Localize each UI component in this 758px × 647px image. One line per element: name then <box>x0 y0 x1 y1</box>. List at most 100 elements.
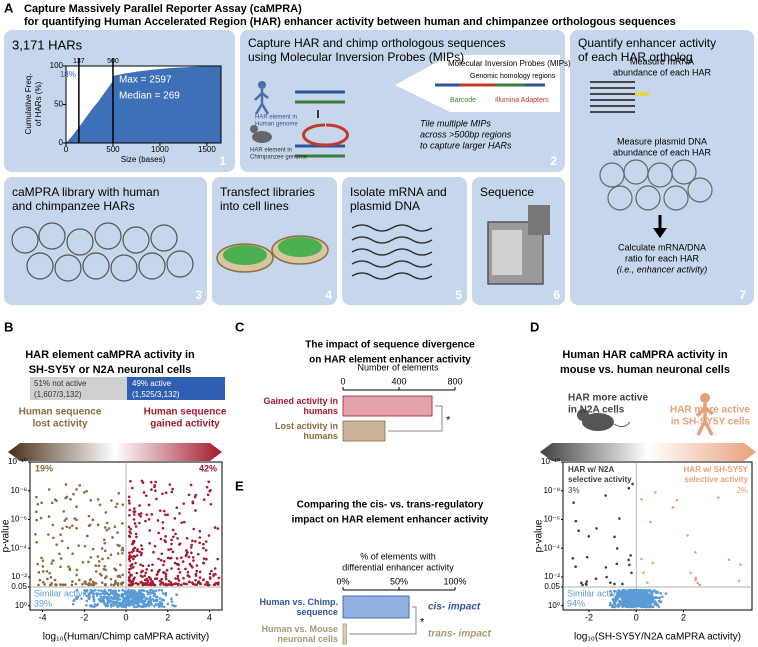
scatter-dot <box>737 579 741 583</box>
scatter-dot <box>635 597 639 601</box>
scatter-dot <box>594 577 598 581</box>
scatter-dot <box>170 542 173 546</box>
scatter-dot <box>630 602 634 606</box>
scatter-dot <box>109 553 113 557</box>
axis-title: % of elements with <box>360 551 436 561</box>
scatter-dot <box>131 542 134 546</box>
scatter-dot <box>142 601 146 604</box>
scatter-dot <box>612 589 616 593</box>
y-tick-label: 50 <box>54 100 63 109</box>
scatter-dot <box>63 519 67 522</box>
scatter-dot <box>103 576 107 580</box>
scatter-dot <box>152 594 156 597</box>
scatter-dot <box>194 540 197 543</box>
plasmids <box>599 159 713 211</box>
scatter-dot <box>129 591 132 595</box>
scatter-dot <box>627 597 631 600</box>
scatter-dot <box>182 502 186 505</box>
scatter-dot <box>635 602 638 606</box>
scatter-dot <box>181 560 185 563</box>
scatter-dot <box>172 535 175 539</box>
x-tick-label: 800 <box>447 376 462 386</box>
percent-label: 19% <box>35 463 53 473</box>
scatter-dot <box>615 562 619 566</box>
scatter-dot <box>121 503 125 506</box>
scatter-dot <box>198 570 202 574</box>
scatter-dot <box>651 561 654 565</box>
scatter-dot <box>40 501 43 505</box>
scatter-dot <box>186 574 190 577</box>
scatter-dot <box>87 514 91 518</box>
scatter-dot <box>623 594 627 597</box>
scatter-dot <box>140 589 143 592</box>
step-text: Calculate mRNA/DNA <box>618 242 706 252</box>
scatter-dot <box>177 567 180 571</box>
scatter-dot <box>572 501 575 504</box>
scatter-dot <box>88 596 91 599</box>
scatter-dot <box>189 546 193 549</box>
scatter-dot <box>141 583 144 587</box>
scatter-dot <box>132 554 136 558</box>
scatter-dot <box>133 598 136 601</box>
scatter-dot <box>97 589 100 592</box>
scatter-dot <box>140 596 144 600</box>
scatter-dot <box>191 582 195 585</box>
scatter-dot <box>162 563 165 567</box>
direction-label: lost activity <box>32 419 87 430</box>
scatter-dot <box>97 597 101 601</box>
step-number: 7 <box>739 288 746 302</box>
scatter-dot <box>124 602 128 606</box>
scatter-dot <box>613 535 616 539</box>
scatter-dot <box>115 601 118 605</box>
x-tick-label: -2 <box>585 612 593 622</box>
scatter-dot <box>97 560 101 563</box>
scatter-dot <box>86 534 89 538</box>
scatter-dot <box>47 515 51 518</box>
scatter-dot <box>613 605 616 609</box>
scatter-dot <box>133 591 137 595</box>
scatter-dot <box>61 527 64 530</box>
scatter-dot <box>74 582 78 586</box>
icon-label: Chimpanzee genome <box>250 155 308 161</box>
scatter-dot <box>717 496 720 499</box>
scatter-dot <box>145 568 149 571</box>
scatter-dot <box>207 534 211 537</box>
scatter-dot <box>604 494 607 497</box>
scatter-dot <box>116 574 120 578</box>
y-axis-label: Cumulative Freq. <box>24 74 33 135</box>
scatter-dot <box>40 556 43 560</box>
scatter-dot <box>152 590 155 594</box>
scatter-dot <box>128 578 131 582</box>
scatter-dot <box>139 563 142 567</box>
scatter-dot <box>659 592 663 595</box>
scatter-dot <box>121 589 125 592</box>
rna-strands <box>351 224 433 280</box>
y-tick-label: 10⁻² <box>11 572 27 581</box>
significance: * <box>420 616 425 628</box>
scatter-dot <box>39 516 43 520</box>
region-label: HAR w/ SH-SY5Y <box>684 465 749 474</box>
dna-strands <box>295 90 349 158</box>
scatter-dot <box>206 581 210 584</box>
panel-title: SH-SY5Y or N2A neuronal cells <box>29 364 192 376</box>
scatter-dot <box>116 581 120 585</box>
scatter-dot <box>610 593 614 596</box>
scatter-dot <box>587 535 591 538</box>
scatter-dot <box>91 591 94 595</box>
median-label: Median = 269 <box>119 91 180 102</box>
scatter-dot <box>623 590 626 593</box>
scatter-dot <box>213 526 217 529</box>
scatter-dot <box>643 592 646 596</box>
step-number: 5 <box>455 288 462 302</box>
scatter-dot <box>50 562 54 565</box>
scatter-dot <box>119 563 122 567</box>
scatter-dot <box>75 588 79 592</box>
scatter-dot <box>107 588 111 592</box>
scatter-dot <box>71 580 74 583</box>
box-heading: of each HAR ortholog <box>578 50 693 64</box>
scatter-dot <box>136 583 140 586</box>
scatter-dot <box>157 569 160 573</box>
step-text: Measure mRNA <box>630 56 694 66</box>
scatter-dot <box>135 595 138 599</box>
scatter-dot <box>141 564 145 568</box>
